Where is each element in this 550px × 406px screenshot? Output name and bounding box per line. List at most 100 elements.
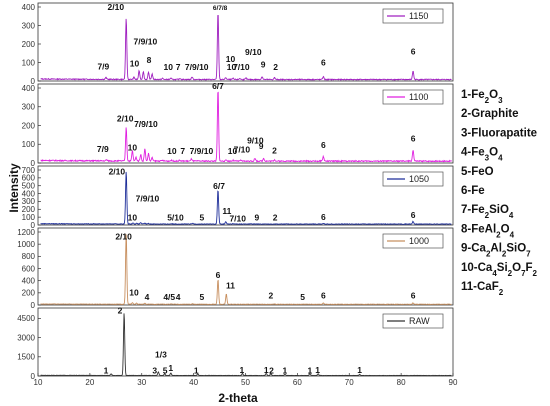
- peak-label: 1: [307, 365, 312, 375]
- y-tick-label: 1500: [17, 353, 35, 362]
- x-tick-label: 40: [189, 378, 198, 387]
- phase-key: 1-Fe2O3 2-Graphite 3-Fluorapatite 4-Fe3O4 5-…: [461, 89, 538, 297]
- key-item: 4-Fe3O4: [461, 147, 503, 163]
- peak-label: 9: [259, 141, 264, 151]
- y-axis-title: Intensity: [7, 163, 21, 213]
- peak-label: 1: [283, 365, 288, 375]
- peak-label: 6/7: [212, 81, 224, 91]
- x-axis: 10 20 30 40 50 60 70 80 90: [34, 373, 458, 387]
- legend-label: 1150: [409, 11, 428, 21]
- peak-label: 5: [300, 292, 305, 302]
- peak-label: 10: [128, 212, 138, 222]
- peak-label: 7: [176, 62, 181, 72]
- legend-label: 1000: [409, 236, 429, 246]
- peak-label: 7/9/10: [190, 146, 214, 156]
- peak-label: 9: [261, 59, 266, 69]
- panel-frame: [37, 83, 454, 164]
- y-tick-label: 300: [22, 103, 36, 112]
- peak-label: 2: [272, 146, 277, 156]
- peak-label: 6: [411, 210, 416, 220]
- key-item: 6-Fe: [461, 185, 485, 197]
- legend-box: [382, 171, 444, 187]
- legend-1050: 1050: [382, 171, 444, 187]
- y-tick-label: 300: [22, 197, 36, 206]
- y-tick-label: 100: [22, 58, 36, 67]
- x-axis-title: 2-theta: [218, 391, 258, 405]
- peak-label: 10: [163, 62, 173, 72]
- y-tick-label: 3000: [17, 333, 35, 342]
- y-tick-label: 600: [22, 174, 36, 183]
- x-tick-label: 90: [449, 378, 458, 387]
- x-tick-label: 10: [34, 378, 43, 387]
- y-tick-label: 1000: [17, 240, 35, 249]
- legend-1150: 1150: [382, 8, 444, 24]
- peak-label: 10: [227, 62, 237, 72]
- y-tick-label: 1200: [17, 228, 35, 237]
- legend-box: [382, 89, 444, 105]
- peak-label: 2: [273, 62, 278, 72]
- y-tick-label: 400: [22, 84, 36, 93]
- x-tick-label: 80: [397, 378, 406, 387]
- y-tick-label: 0: [31, 77, 36, 86]
- peak-label: 7/10: [229, 213, 246, 223]
- x-tick-label: 70: [345, 378, 354, 387]
- key-item: 3-Fluorapatite: [461, 127, 537, 139]
- spectrum-line: [40, 91, 452, 163]
- peak-label: 9/10: [247, 136, 264, 146]
- key-item: 11-CaF2: [461, 281, 504, 297]
- legend-box: [382, 8, 444, 24]
- peak-label: 6/7/8: [213, 5, 228, 12]
- peak-label: 3: [152, 365, 157, 375]
- peak-label: 6/7: [213, 181, 225, 191]
- peak-label: 4/5: [163, 292, 175, 302]
- y-tick-label: 400: [22, 276, 36, 285]
- key-item: 5-FeO: [461, 166, 494, 178]
- spectrum-line: [40, 14, 452, 81]
- spectrum-line: [40, 313, 452, 377]
- y-tick-label: 0: [31, 159, 36, 168]
- legend-1100: 1100: [382, 89, 444, 105]
- x-tick-label: 60: [293, 378, 302, 387]
- legend-1000: 1000: [382, 233, 444, 249]
- peak-label: 9/10: [245, 47, 262, 57]
- y-tick-label: 100: [22, 140, 36, 149]
- y-tick-label: 4500: [17, 314, 35, 323]
- peak-label: 1: [168, 363, 173, 373]
- peak-label: 11: [222, 206, 231, 216]
- y-tick-label: 500: [22, 182, 36, 191]
- x-tick-label: 30: [137, 378, 146, 387]
- peak-label: 10: [226, 54, 236, 64]
- peak-label: 4: [176, 292, 181, 302]
- peak-label: 2/10: [115, 231, 132, 241]
- peak-label: 1: [315, 365, 320, 375]
- peak-label: 1/3: [155, 349, 167, 359]
- peak-label: 7/9: [97, 144, 109, 154]
- y-tick-label: 200: [22, 40, 36, 49]
- y-tick-label: 0: [31, 301, 36, 310]
- peak-label: 2/10: [117, 113, 134, 123]
- peak-label: 7/10: [233, 62, 250, 72]
- y-tick-label: 100: [22, 213, 36, 222]
- y-tick-label: 0: [31, 372, 36, 381]
- legend-box: [382, 313, 444, 329]
- peak-label: 10: [129, 287, 139, 297]
- x-tick-label: 20: [85, 378, 94, 387]
- y-tick-label: 0: [31, 221, 36, 230]
- y-tick-label: 700: [22, 166, 36, 175]
- key-item: 2-Graphite: [461, 108, 519, 120]
- y-tick-label: 200: [22, 121, 36, 130]
- key-item: 9-Ca2Al2SiO7: [461, 243, 531, 259]
- peak-label: 2/10: [108, 2, 125, 12]
- peak-label: 7/9/10: [134, 119, 158, 129]
- panel-frame: [37, 165, 454, 226]
- spectrum-line: [40, 171, 452, 226]
- peak-label: 7/9/10: [185, 62, 209, 72]
- peak-label: 1: [104, 365, 109, 375]
- peak-label: 10: [167, 146, 177, 156]
- peak-label: 9: [255, 212, 260, 222]
- y-tick-label: 300: [22, 21, 36, 30]
